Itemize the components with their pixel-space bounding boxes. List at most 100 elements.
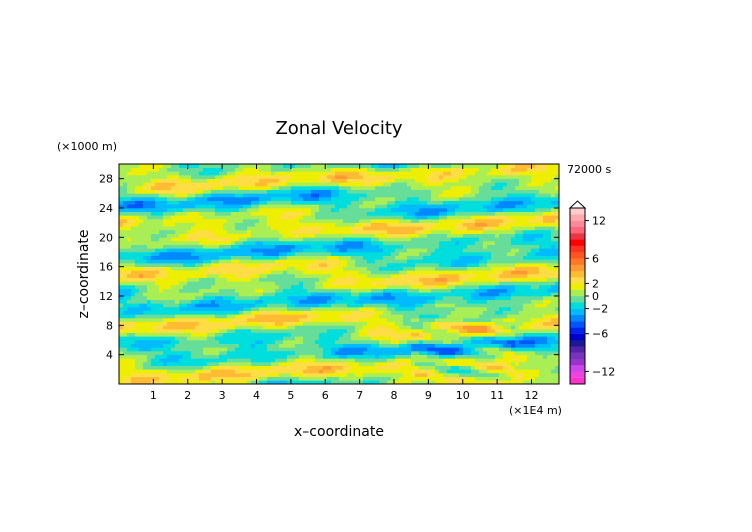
field-cell — [407, 226, 412, 231]
field-cell — [411, 248, 416, 253]
field-cell — [251, 303, 256, 308]
field-cell — [167, 362, 172, 366]
field-cell — [303, 362, 308, 366]
field-cell — [431, 237, 436, 242]
field-cell — [451, 219, 456, 223]
field-cell — [155, 307, 160, 311]
field-cell — [311, 255, 316, 260]
field-cell — [195, 259, 200, 264]
field-cell — [119, 299, 124, 304]
field-cell — [271, 351, 276, 355]
field-cell — [363, 219, 368, 223]
field-cell — [419, 263, 424, 267]
field-cell — [323, 263, 328, 267]
field-cell — [179, 362, 184, 366]
field-cell — [191, 376, 196, 381]
field-cell — [207, 362, 212, 366]
field-cell — [331, 314, 336, 319]
field-cell — [499, 255, 504, 260]
field-cell — [511, 292, 516, 297]
field-cell — [231, 230, 236, 234]
field-cell — [315, 219, 320, 223]
field-cell — [267, 219, 272, 223]
field-cell — [287, 259, 292, 264]
field-cell — [451, 358, 456, 363]
field-cell — [423, 219, 428, 223]
field-cell — [499, 347, 504, 352]
field-cell — [315, 252, 320, 256]
field-cell — [487, 347, 492, 352]
field-cell — [119, 318, 124, 322]
field-cell — [367, 281, 372, 286]
field-cell — [359, 244, 364, 249]
field-cell — [375, 329, 380, 333]
field-cell — [455, 321, 460, 326]
field-cell — [119, 252, 124, 256]
field-cell — [331, 358, 336, 363]
field-cell — [375, 270, 380, 275]
field-cell — [203, 373, 208, 377]
field-cell — [123, 215, 128, 220]
field-cell — [319, 230, 324, 234]
field-cell — [259, 296, 264, 300]
field-cell — [411, 340, 416, 344]
field-cell — [479, 369, 484, 374]
field-cell — [295, 303, 300, 308]
field-cell — [507, 270, 512, 275]
field-cell — [323, 307, 328, 311]
field-cell — [223, 310, 228, 315]
field-cell — [471, 288, 476, 293]
field-cell — [523, 347, 528, 352]
field-cell — [431, 274, 436, 278]
field-cell — [511, 266, 516, 271]
field-cell — [411, 332, 416, 337]
field-cell — [439, 318, 444, 322]
field-cell — [463, 296, 468, 300]
field-cell — [175, 318, 180, 322]
field-cell — [215, 299, 220, 304]
field-cell — [227, 259, 232, 264]
field-cell — [175, 325, 180, 330]
field-cell — [259, 365, 264, 370]
field-cell — [351, 358, 356, 363]
field-cell — [419, 277, 424, 282]
field-cell — [183, 340, 188, 344]
field-cell — [383, 347, 388, 352]
field-cell — [383, 244, 388, 249]
field-cell — [363, 248, 368, 253]
field-cell — [307, 292, 312, 297]
field-cell — [367, 373, 372, 377]
field-cell — [399, 354, 404, 359]
field-cell — [463, 332, 468, 337]
field-cell — [135, 241, 140, 245]
field-cell — [211, 266, 216, 271]
field-cell — [511, 321, 516, 326]
field-cell — [471, 222, 476, 227]
field-cell — [399, 281, 404, 286]
field-cell — [223, 358, 228, 363]
field-cell — [123, 288, 128, 293]
field-cell — [219, 237, 224, 242]
field-cell — [523, 332, 528, 337]
field-cell — [307, 285, 312, 289]
field-cell — [227, 376, 232, 381]
field-cell — [167, 226, 172, 231]
field-cell — [259, 332, 264, 337]
field-cell — [539, 274, 544, 278]
field-cell — [219, 252, 224, 256]
field-cell — [227, 332, 232, 337]
field-cell — [279, 285, 284, 289]
field-cell — [255, 277, 260, 282]
field-cell — [451, 266, 456, 271]
field-cell — [127, 296, 132, 300]
field-cell — [539, 281, 544, 286]
field-cell — [303, 292, 308, 297]
field-cell — [491, 343, 496, 348]
field-cell — [175, 362, 180, 366]
field-cell — [219, 351, 224, 355]
field-cell — [275, 274, 280, 278]
field-cell — [539, 358, 544, 363]
field-cell — [159, 340, 164, 344]
field-cell — [343, 241, 348, 245]
field-cell — [459, 332, 464, 337]
